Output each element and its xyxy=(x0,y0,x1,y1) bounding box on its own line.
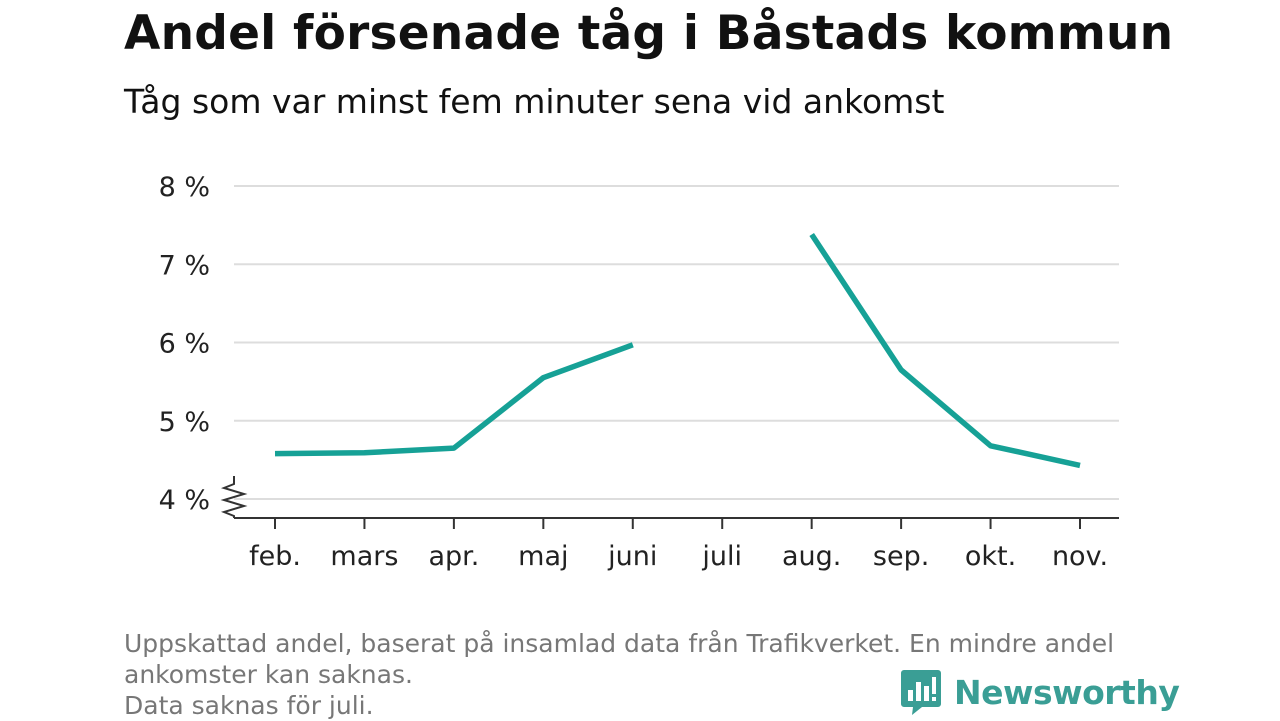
x-tick-label: okt. xyxy=(965,541,1016,572)
series-line-segment-1 xyxy=(275,345,633,454)
newsworthy-logo-icon xyxy=(900,668,942,716)
series-lines xyxy=(275,235,1080,466)
y-tick-label: 6 % xyxy=(159,329,210,360)
axis-break-mark xyxy=(224,476,244,518)
x-tick-label: sep. xyxy=(873,541,929,572)
y-tick-label: 7 % xyxy=(159,250,210,281)
brand-logo: Newsworthy xyxy=(900,668,1179,716)
series-line-segment-2 xyxy=(812,235,1080,466)
x-tick-label: juni xyxy=(607,541,657,572)
x-axis-labels: feb. mars apr. maj juni juli aug. sep. okt. nov. xyxy=(249,541,1108,572)
brand-name: Newsworthy xyxy=(954,673,1179,712)
x-tick-label: juli xyxy=(701,541,742,572)
x-tick-label: maj xyxy=(518,541,568,572)
y-axis-labels: 4 % 5 % 6 % 7 % 8 % xyxy=(159,172,210,516)
y-tick-label: 4 % xyxy=(159,485,210,516)
x-tick-label: nov. xyxy=(1052,541,1108,572)
x-tick-label: apr. xyxy=(428,541,479,572)
y-tick-label: 5 % xyxy=(159,407,210,438)
axis-break-icon xyxy=(224,476,244,518)
x-tick-label: feb. xyxy=(249,541,301,572)
x-tick-label: aug. xyxy=(782,541,841,572)
x-axis xyxy=(234,518,1119,529)
footnote-line-1: Uppskattad andel, baserat på insamlad da… xyxy=(124,628,1164,659)
y-tick-label: 8 % xyxy=(159,172,210,203)
x-tick-label: mars xyxy=(330,541,398,572)
